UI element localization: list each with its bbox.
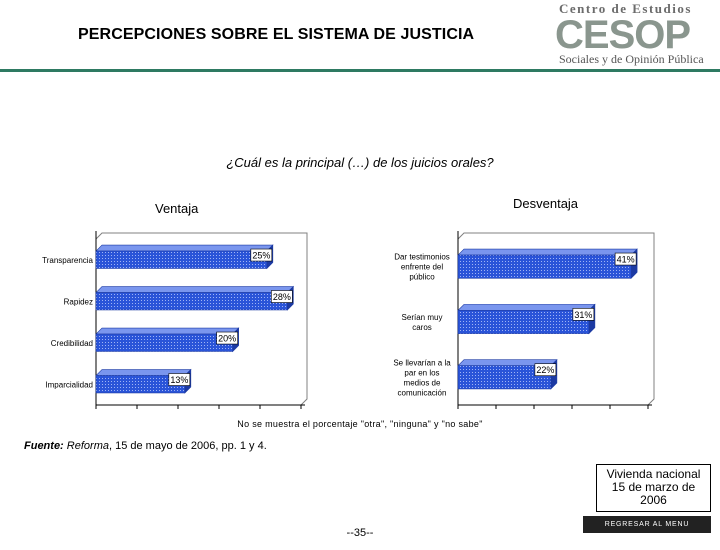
chart-note: No se muestra el porcentaje "otra", "nin… (237, 419, 483, 429)
bar-top-face (95, 244, 274, 252)
category-label: Transparencia (42, 256, 93, 265)
logo-wordmark: CESOP (555, 13, 691, 57)
page-number: --35-- (346, 527, 374, 539)
bar (457, 254, 632, 279)
survey-line-3: 2006 (640, 493, 667, 507)
data-label-box (271, 290, 293, 303)
logo-top-text: Centro de Estudios (559, 1, 692, 16)
data-label: 20% (218, 334, 236, 344)
data-label: 28% (273, 292, 291, 302)
bar (95, 333, 233, 352)
bar (457, 365, 552, 390)
survey-line-1: Vivienda nacional (606, 467, 701, 481)
data-label: 41% (617, 255, 635, 265)
survey-info-box: Vivienda nacional 15 de marzo de 2006 (596, 464, 711, 512)
title-divider (0, 69, 720, 72)
bar (457, 310, 590, 334)
desventaja-panel-title: Desventaja (513, 196, 579, 211)
data-label-box (572, 308, 595, 321)
category-label: Serían muy caros (402, 313, 443, 332)
category-label: Se llevarían a la par en los medios de comu… (393, 358, 451, 397)
source-publication: Reforma (66, 440, 109, 452)
data-label-box (216, 331, 238, 345)
data-label: 25% (252, 251, 270, 261)
bar (95, 250, 268, 269)
category-label: Imparcialidad (45, 380, 93, 389)
source-detail: , 15 de mayo de 2006, pp. 1 y 4. (108, 440, 267, 452)
bar (95, 292, 288, 311)
source-label: Fuente: (24, 440, 64, 452)
data-label: 22% (536, 365, 554, 375)
chart-question: ¿Cuál es la principal (…) de los juicios… (226, 155, 494, 170)
data-label-box (168, 373, 191, 386)
bar-top-face (457, 248, 638, 256)
ventaja-panel-title: Ventaja (155, 201, 199, 216)
logo-bottom-text: Sociales y de Opinión Pública (559, 52, 704, 66)
cesop-logo: Centro de Estudios CESOP Sociales y de O… (553, 0, 720, 70)
source-line: Fuente: Reforma, 15 de mayo de 2006, pp.… (24, 440, 267, 452)
category-label: Rapidez (64, 297, 93, 306)
desventaja-chart: 41% Dar testimonios enfrente del público 31%… (393, 231, 655, 409)
category-label: Dar testimonios enfrente del público (394, 253, 450, 282)
category-label: Credibilidad (51, 339, 93, 348)
data-label-box (534, 363, 557, 377)
data-label: 13% (170, 375, 188, 385)
bar-top-face (95, 286, 295, 293)
survey-line-2: 15 de marzo de (611, 480, 696, 494)
data-label: 31% (574, 310, 592, 320)
page-title: PERCEPCIONES SOBRE EL SISTEMA DE JUSTICI… (78, 26, 475, 43)
data-label-box (614, 252, 637, 266)
ventaja-chart: 25% Transparencia 28% Rapidez 20% Credibilida… (42, 231, 308, 409)
data-label-box (250, 248, 273, 262)
